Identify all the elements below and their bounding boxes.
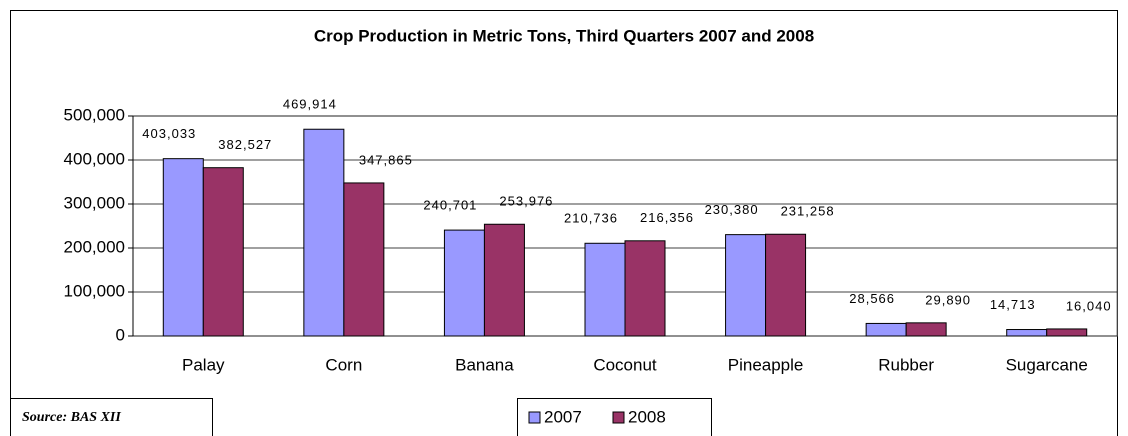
bar: [303, 128, 345, 337]
bar: [343, 182, 385, 337]
value-label: 403,033: [142, 126, 196, 141]
bar: [905, 322, 947, 337]
value-label: 231,258: [781, 204, 835, 219]
bar: [1006, 329, 1048, 337]
x-tick-label: Pineapple: [728, 355, 804, 374]
bar: [162, 158, 204, 337]
y-tick-label: 200,000: [64, 237, 125, 256]
y-tick-label: 300,000: [64, 193, 125, 212]
bar: [725, 234, 767, 337]
source-box: [10, 398, 213, 436]
x-tick-label: Sugarcane: [1006, 355, 1088, 374]
value-label: 28,566: [849, 291, 895, 306]
value-label: 16,040: [1066, 298, 1112, 313]
y-tick-label: 400,000: [64, 149, 125, 168]
bar: [202, 167, 244, 337]
legend-swatch: [612, 411, 625, 424]
bar: [624, 240, 666, 337]
value-label: 210,736: [564, 211, 618, 226]
value-label: 469,914: [283, 97, 337, 112]
x-tick-label: Rubber: [878, 355, 934, 374]
x-tick-label: Banana: [455, 355, 514, 374]
value-label: 253,976: [499, 194, 553, 209]
x-tick-label: Corn: [325, 355, 362, 374]
y-tick-label: 500,000: [64, 105, 125, 124]
y-tick-label: 100,000: [64, 281, 125, 300]
legend-swatch: [528, 411, 541, 424]
chart-title: Crop Production in Metric Tons, Third Qu…: [314, 26, 814, 45]
bar: [483, 223, 525, 337]
legend-label: 2008: [628, 407, 666, 426]
x-tick-label: Palay: [182, 355, 225, 374]
value-label: 216,356: [640, 210, 694, 225]
value-label: 240,701: [423, 198, 477, 213]
bar: [584, 242, 626, 337]
bar: [765, 233, 807, 337]
bar: [443, 229, 485, 337]
value-label: 230,380: [705, 202, 759, 217]
bar: [1046, 328, 1088, 337]
value-label: 382,527: [218, 137, 272, 152]
source-note: Source: BAS XII: [22, 410, 121, 425]
value-label: 14,713: [990, 297, 1036, 312]
legend-label: 2007: [544, 407, 582, 426]
value-label: 29,890: [925, 292, 971, 307]
x-tick-label: Coconut: [593, 355, 657, 374]
y-tick-label: 0: [116, 325, 125, 344]
value-label: 347,865: [359, 152, 413, 167]
bar: [865, 322, 907, 337]
